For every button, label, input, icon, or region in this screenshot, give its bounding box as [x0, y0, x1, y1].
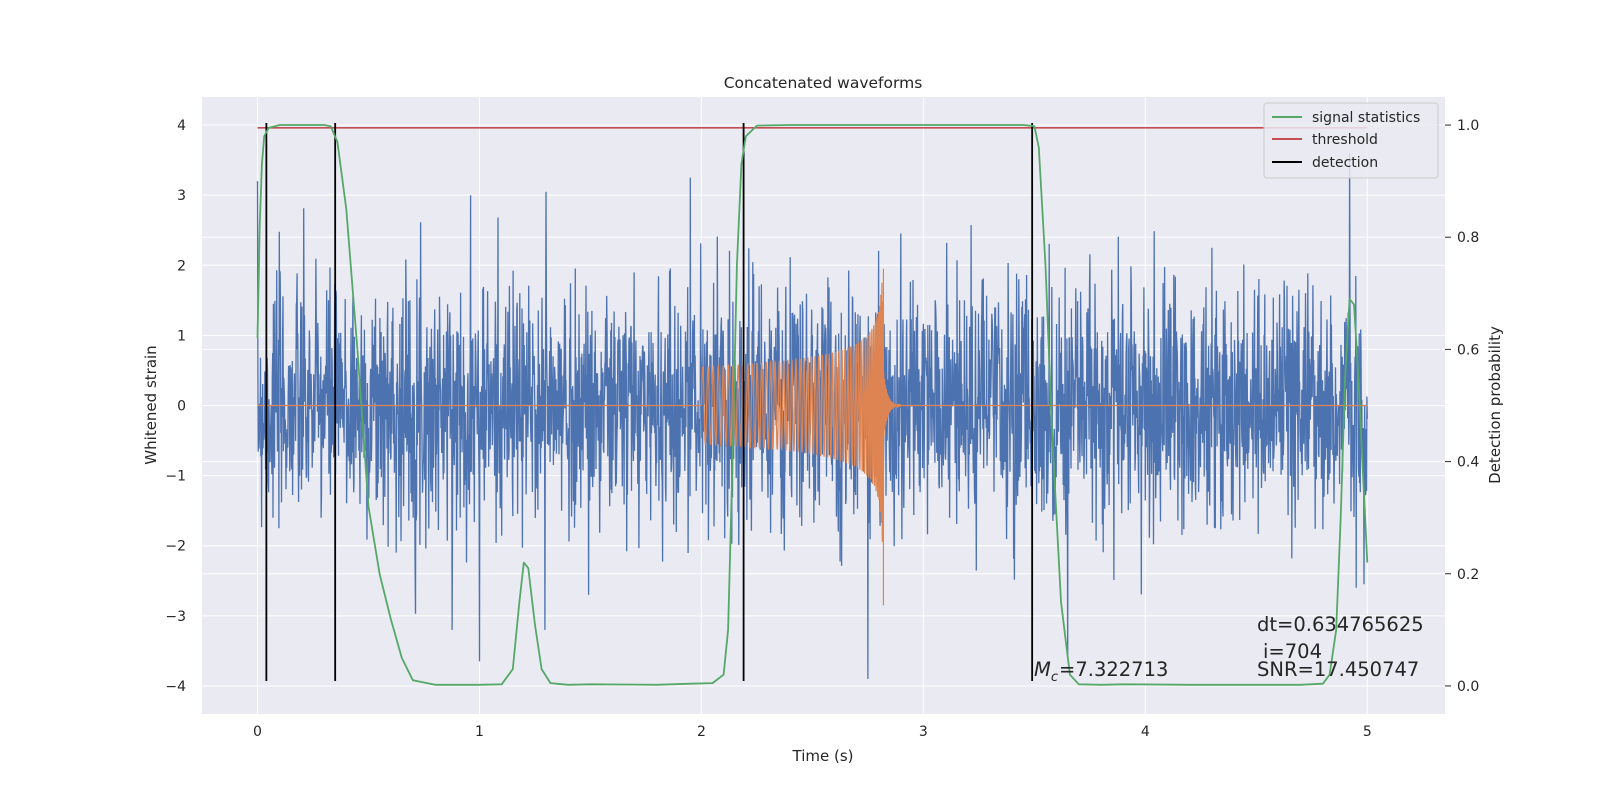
strain-series-line — [256, 153, 1368, 679]
y-tick-label: 4 — [177, 118, 186, 134]
template-series-line — [257, 268, 1368, 606]
y-tick-label: 2 — [177, 258, 186, 274]
annotation-snr: SNR=17.450747 — [1257, 658, 1419, 681]
legend-label-signal-statistics: signal statistics — [1312, 110, 1420, 126]
y-tick-label: −3 — [165, 609, 186, 625]
y-tick-label: −4 — [165, 679, 186, 695]
legend: signal statistics threshold detection — [1263, 102, 1439, 179]
annotation-i: i=704 — [1263, 640, 1322, 663]
x-axis-label: Time (s) — [792, 747, 854, 765]
x-tick-label: 5 — [1363, 724, 1372, 740]
legend-label-threshold: threshold — [1312, 132, 1378, 148]
y-tick-label: 3 — [177, 188, 186, 204]
y-tick-label: −1 — [165, 469, 186, 485]
y-right-axis-label: Detection probability — [1486, 326, 1504, 484]
x-tick-label: 1 — [475, 724, 484, 740]
y-right-tick-label: 0.4 — [1457, 455, 1479, 471]
x-tick-label: 0 — [253, 724, 262, 740]
chart-title: Concatenated waveforms — [724, 74, 923, 92]
x-tick-label: 2 — [697, 724, 706, 740]
y-right-tick-label: 0.6 — [1457, 342, 1479, 358]
signal-statistics-line — [256, 124, 1369, 686]
annotation-mc-value: =7.322713 — [1059, 658, 1168, 681]
y-tick-label: 0 — [177, 399, 186, 415]
y-right-tick-label: 1.0 — [1457, 118, 1479, 134]
data-layer — [256, 122, 1369, 686]
x-tick-label: 3 — [919, 724, 928, 740]
y-tick-label: 1 — [177, 328, 186, 344]
legend-box — [1263, 102, 1439, 179]
x-tick-label: 4 — [1141, 724, 1150, 740]
y-right-tick-label: 0.2 — [1457, 567, 1479, 583]
legend-label-detection: detection — [1312, 155, 1378, 171]
tick-labels: 0 1 2 3 4 5 4 3 2 1 0 −1 −2 −3 −4 1.0 0.8 0.6 0.4 0.2 0.0 — [165, 118, 1479, 740]
y-right-tick-label: 0.0 — [1457, 679, 1479, 695]
y-tick-label: −2 — [165, 539, 186, 555]
y-right-tick-label: 0.8 — [1457, 230, 1479, 246]
annotation-dt: dt=0.634765625 — [1257, 613, 1424, 636]
y-axis-label: Whitened strain — [142, 345, 160, 464]
